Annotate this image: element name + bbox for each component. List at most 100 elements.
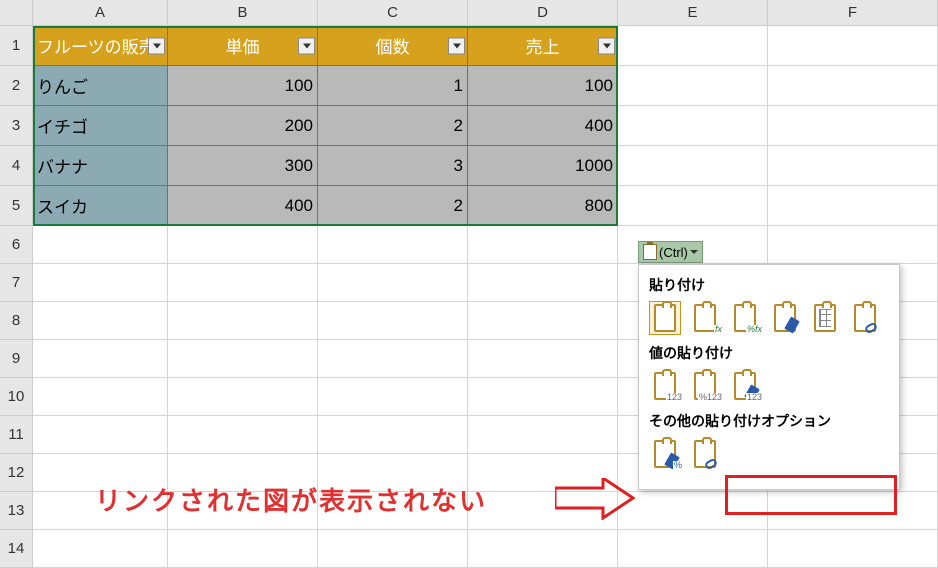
filter-button[interactable]	[448, 37, 465, 54]
col-header-E[interactable]: E	[618, 0, 768, 26]
row-header-4[interactable]: 4	[0, 146, 33, 186]
col-header-A[interactable]: A	[33, 0, 168, 26]
cell-E2[interactable]	[618, 66, 768, 106]
filter-button[interactable]	[598, 37, 615, 54]
col-header-D[interactable]: D	[468, 0, 618, 26]
cell-C4[interactable]: 3	[318, 146, 468, 186]
paste-format[interactable]	[769, 301, 801, 335]
col-header-F[interactable]: F	[768, 0, 938, 26]
cell-B8[interactable]	[168, 302, 318, 340]
row-header-14[interactable]: 14	[0, 530, 33, 568]
cell-A9[interactable]	[33, 340, 168, 378]
cell-C9[interactable]	[318, 340, 468, 378]
cell-C1[interactable]: 個数	[318, 26, 468, 66]
cell-A14[interactable]	[33, 530, 168, 568]
cell-A2[interactable]: りんご	[33, 66, 168, 106]
paste[interactable]	[649, 301, 681, 335]
cell-A5[interactable]: スイカ	[33, 186, 168, 226]
cell-B14[interactable]	[168, 530, 318, 568]
cell-D6[interactable]	[468, 226, 618, 264]
row-header-3[interactable]: 3	[0, 106, 33, 146]
select-all-corner[interactable]	[0, 0, 33, 26]
cell-C8[interactable]	[318, 302, 468, 340]
cell-A10[interactable]	[33, 378, 168, 416]
cell-B7[interactable]	[168, 264, 318, 302]
cell-C7[interactable]	[318, 264, 468, 302]
cell-D7[interactable]	[468, 264, 618, 302]
cell-B10[interactable]	[168, 378, 318, 416]
cell-B5[interactable]: 400	[168, 186, 318, 226]
cell-row	[33, 530, 938, 568]
row-header-5[interactable]: 5	[0, 186, 33, 226]
cell-E14[interactable]	[618, 530, 768, 568]
cell-D5[interactable]: 800	[468, 186, 618, 226]
cell-F14[interactable]	[768, 530, 938, 568]
cell-A3[interactable]: イチゴ	[33, 106, 168, 146]
row-header-1[interactable]: 1	[0, 26, 33, 66]
cell-F6[interactable]	[768, 226, 938, 264]
cell-D14[interactable]	[468, 530, 618, 568]
cell-F1[interactable]	[768, 26, 938, 66]
cell-F4[interactable]	[768, 146, 938, 186]
paste-pctfx[interactable]: %fx	[729, 301, 761, 335]
cell-C6[interactable]	[318, 226, 468, 264]
filter-button[interactable]	[148, 37, 165, 54]
paste-link[interactable]	[689, 437, 721, 471]
col-header-B[interactable]: B	[168, 0, 318, 26]
cell-C14[interactable]	[318, 530, 468, 568]
cell-C10[interactable]	[318, 378, 468, 416]
cell-A1[interactable]: フルーツの販売	[33, 26, 168, 66]
cell-C5[interactable]: 2	[318, 186, 468, 226]
cell-F2[interactable]	[768, 66, 938, 106]
paste-values-format[interactable]: 123	[729, 369, 761, 403]
cell-A7[interactable]	[33, 264, 168, 302]
cell-B2[interactable]: 100	[168, 66, 318, 106]
cell-B9[interactable]	[168, 340, 318, 378]
cell-D11[interactable]	[468, 416, 618, 454]
cell-F5[interactable]	[768, 186, 938, 226]
cell-A6[interactable]	[33, 226, 168, 264]
cell-A8[interactable]	[33, 302, 168, 340]
paste-values[interactable]: 123	[649, 369, 681, 403]
row-header-2[interactable]: 2	[0, 66, 33, 106]
row-header-9[interactable]: 9	[0, 340, 33, 378]
paste-values-numfmt[interactable]: %123	[689, 369, 721, 403]
row-header-10[interactable]: 10	[0, 378, 33, 416]
filter-button[interactable]	[298, 37, 315, 54]
cell-D4[interactable]: 1000	[468, 146, 618, 186]
paste-fx[interactable]: fx	[689, 301, 721, 335]
cell-B3[interactable]: 200	[168, 106, 318, 146]
cell-A11[interactable]	[33, 416, 168, 454]
col-header-C[interactable]: C	[318, 0, 468, 26]
paste-transpose[interactable]	[849, 301, 881, 335]
cell-D2[interactable]: 100	[468, 66, 618, 106]
paste-options-menu: 貼り付け fx%fx 値の貼り付け 123%123123 その他の貼り付けオプシ…	[638, 264, 900, 490]
cell-E5[interactable]	[618, 186, 768, 226]
cell-D3[interactable]: 400	[468, 106, 618, 146]
row-header-13[interactable]: 13	[0, 492, 33, 530]
cell-B6[interactable]	[168, 226, 318, 264]
cell-D9[interactable]	[468, 340, 618, 378]
row-header-8[interactable]: 8	[0, 302, 33, 340]
row-header-12[interactable]: 12	[0, 454, 33, 492]
cell-B1[interactable]: 単価	[168, 26, 318, 66]
paste-formatting[interactable]: %	[649, 437, 681, 471]
paste-options-button[interactable]: (Ctrl)	[638, 241, 703, 263]
cell-E3[interactable]	[618, 106, 768, 146]
row-header-6[interactable]: 6	[0, 226, 33, 264]
cell-D10[interactable]	[468, 378, 618, 416]
cell-B11[interactable]	[168, 416, 318, 454]
paste-noborder[interactable]	[809, 301, 841, 335]
cell-D8[interactable]	[468, 302, 618, 340]
cell-A4[interactable]: バナナ	[33, 146, 168, 186]
cell-D1[interactable]: 売上	[468, 26, 618, 66]
cell-C2[interactable]: 1	[318, 66, 468, 106]
cell-F3[interactable]	[768, 106, 938, 146]
cell-B4[interactable]: 300	[168, 146, 318, 186]
cell-E4[interactable]	[618, 146, 768, 186]
row-header-11[interactable]: 11	[0, 416, 33, 454]
cell-C3[interactable]: 2	[318, 106, 468, 146]
cell-E1[interactable]	[618, 26, 768, 66]
row-header-7[interactable]: 7	[0, 264, 33, 302]
cell-C11[interactable]	[318, 416, 468, 454]
